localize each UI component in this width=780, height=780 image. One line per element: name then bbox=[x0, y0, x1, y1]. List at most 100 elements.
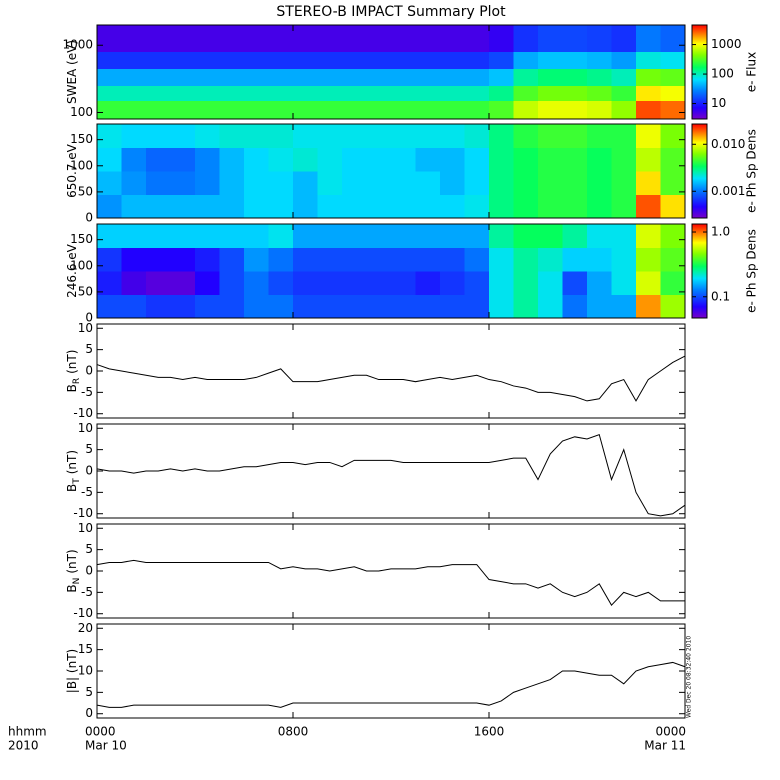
heatmap-cell bbox=[513, 124, 539, 148]
heatmap-cell bbox=[587, 51, 612, 69]
heatmap-cell bbox=[489, 171, 514, 195]
x-tick-label: 0800 bbox=[278, 725, 309, 739]
y-tick-label: -5 bbox=[81, 585, 93, 599]
heatmap-cell bbox=[562, 85, 588, 102]
y-tick-label: 50 bbox=[78, 284, 93, 298]
heatmap-cell bbox=[611, 124, 637, 148]
heatmap-cell bbox=[342, 100, 367, 120]
heatmap-cell bbox=[121, 271, 147, 295]
heatmap-cell bbox=[391, 51, 416, 69]
heatmap-cell bbox=[611, 100, 637, 120]
heatmap-cell bbox=[293, 247, 318, 272]
heatmap-cell bbox=[440, 85, 465, 102]
heatmap-cell bbox=[317, 124, 343, 148]
heatmap-cell bbox=[146, 194, 171, 219]
heatmap-cell bbox=[146, 124, 171, 148]
heatmap-cell bbox=[97, 124, 122, 148]
heatmap-cell bbox=[611, 68, 637, 87]
colorbar-label: e- Ph Sp Dens bbox=[745, 129, 759, 213]
y-tick-label: 10 bbox=[78, 664, 93, 678]
heatmap-cell bbox=[366, 100, 392, 120]
heatmap-cell bbox=[464, 271, 490, 295]
heatmap-cell bbox=[538, 171, 563, 195]
heatmap-cell bbox=[636, 194, 661, 219]
heatmap-cell bbox=[121, 147, 147, 172]
heatmap-cell bbox=[121, 68, 147, 87]
heatmap-cell bbox=[244, 68, 269, 87]
heatmap-cell bbox=[660, 51, 686, 69]
y-tick-label: 50 bbox=[78, 184, 93, 198]
y-axis-label-subscript: T bbox=[72, 478, 82, 485]
heatmap-cell bbox=[293, 68, 318, 87]
heatmap-cell bbox=[293, 224, 318, 248]
heatmap-cell bbox=[538, 294, 563, 319]
heatmap-cell bbox=[219, 294, 245, 319]
heatmap-cell bbox=[244, 25, 269, 53]
heatmap-cell bbox=[660, 85, 686, 102]
heatmap-cell bbox=[464, 124, 490, 148]
heatmap-cell bbox=[317, 68, 343, 87]
heatmap-cell bbox=[391, 194, 416, 219]
heatmap-cell bbox=[562, 68, 588, 87]
y-axis-label: 246.6 eV bbox=[65, 243, 79, 298]
heatmap-cell bbox=[219, 124, 245, 148]
heatmap-cell bbox=[587, 194, 612, 219]
y-axis-label: |B| (nT) bbox=[65, 649, 79, 693]
heatmap-cell bbox=[440, 224, 465, 248]
heatmap-cell bbox=[440, 51, 465, 69]
y-tick-label: 0 bbox=[85, 706, 93, 720]
heatmap-cell bbox=[170, 224, 196, 248]
heatmap-cell bbox=[513, 194, 539, 219]
heatmap-cell bbox=[293, 51, 318, 69]
heatmap-cell bbox=[170, 271, 196, 295]
heatmap-cell bbox=[146, 68, 171, 87]
heatmap-cell bbox=[146, 25, 171, 53]
heatmap-cell bbox=[562, 171, 588, 195]
colorbar-tick-label: 1000 bbox=[711, 37, 742, 51]
heatmap-cell bbox=[513, 224, 539, 248]
heatmap-cell bbox=[611, 194, 637, 219]
heatmap-cell bbox=[195, 124, 220, 148]
y-tick-label: 5 bbox=[85, 342, 93, 356]
heatmap-cell bbox=[146, 224, 171, 248]
y-axis-label: BT (nT) bbox=[65, 450, 82, 492]
heatmap-cell bbox=[268, 68, 294, 87]
heatmap-cell bbox=[317, 247, 343, 272]
heatmap-cell bbox=[513, 25, 539, 53]
heatmap-cell bbox=[366, 194, 392, 219]
heatmap-cell bbox=[440, 68, 465, 87]
panel-frame bbox=[96, 223, 686, 319]
x-tick-date: Mar 11 bbox=[644, 739, 686, 753]
heatmap-cell bbox=[391, 171, 416, 195]
y-axis-label: 650.7 eV bbox=[65, 143, 79, 198]
heatmap-cell bbox=[636, 247, 661, 272]
heatmap-cell bbox=[636, 25, 661, 53]
heatmap-cell bbox=[660, 100, 686, 120]
heatmap-cell bbox=[391, 147, 416, 172]
heatmap-cell bbox=[440, 294, 465, 319]
heatmap-cell bbox=[268, 294, 294, 319]
y-axis-label-text: 650.7 eV bbox=[65, 143, 79, 198]
heatmap-cell bbox=[146, 147, 171, 172]
panel-frame bbox=[96, 323, 686, 419]
heatmap-cell bbox=[611, 171, 637, 195]
heatmap-cell bbox=[636, 224, 661, 248]
y-axis-label-unit: (nT) bbox=[65, 549, 79, 573]
colorbar bbox=[691, 123, 708, 219]
heatmap-cell bbox=[268, 224, 294, 248]
heatmap-cell bbox=[538, 247, 563, 272]
heatmap-cell bbox=[489, 194, 514, 219]
heatmap-cell bbox=[195, 171, 220, 195]
y-axis-label-unit: (nT) bbox=[65, 450, 79, 474]
x-axis-label: hhmm bbox=[8, 725, 47, 739]
heatmap-cell bbox=[317, 85, 343, 102]
heatmap-cell bbox=[464, 294, 490, 319]
y-axis-label-text: 246.6 eV bbox=[65, 243, 79, 298]
heatmap-cell bbox=[391, 224, 416, 248]
heatmap-cell bbox=[464, 100, 490, 120]
heatmap-cell bbox=[611, 271, 637, 295]
colorbar-tick-label: 0.010 bbox=[711, 137, 745, 151]
heatmap-cell bbox=[219, 271, 245, 295]
heatmap-cell bbox=[121, 171, 147, 195]
colorbar-tick-label: 0.001 bbox=[711, 184, 745, 198]
